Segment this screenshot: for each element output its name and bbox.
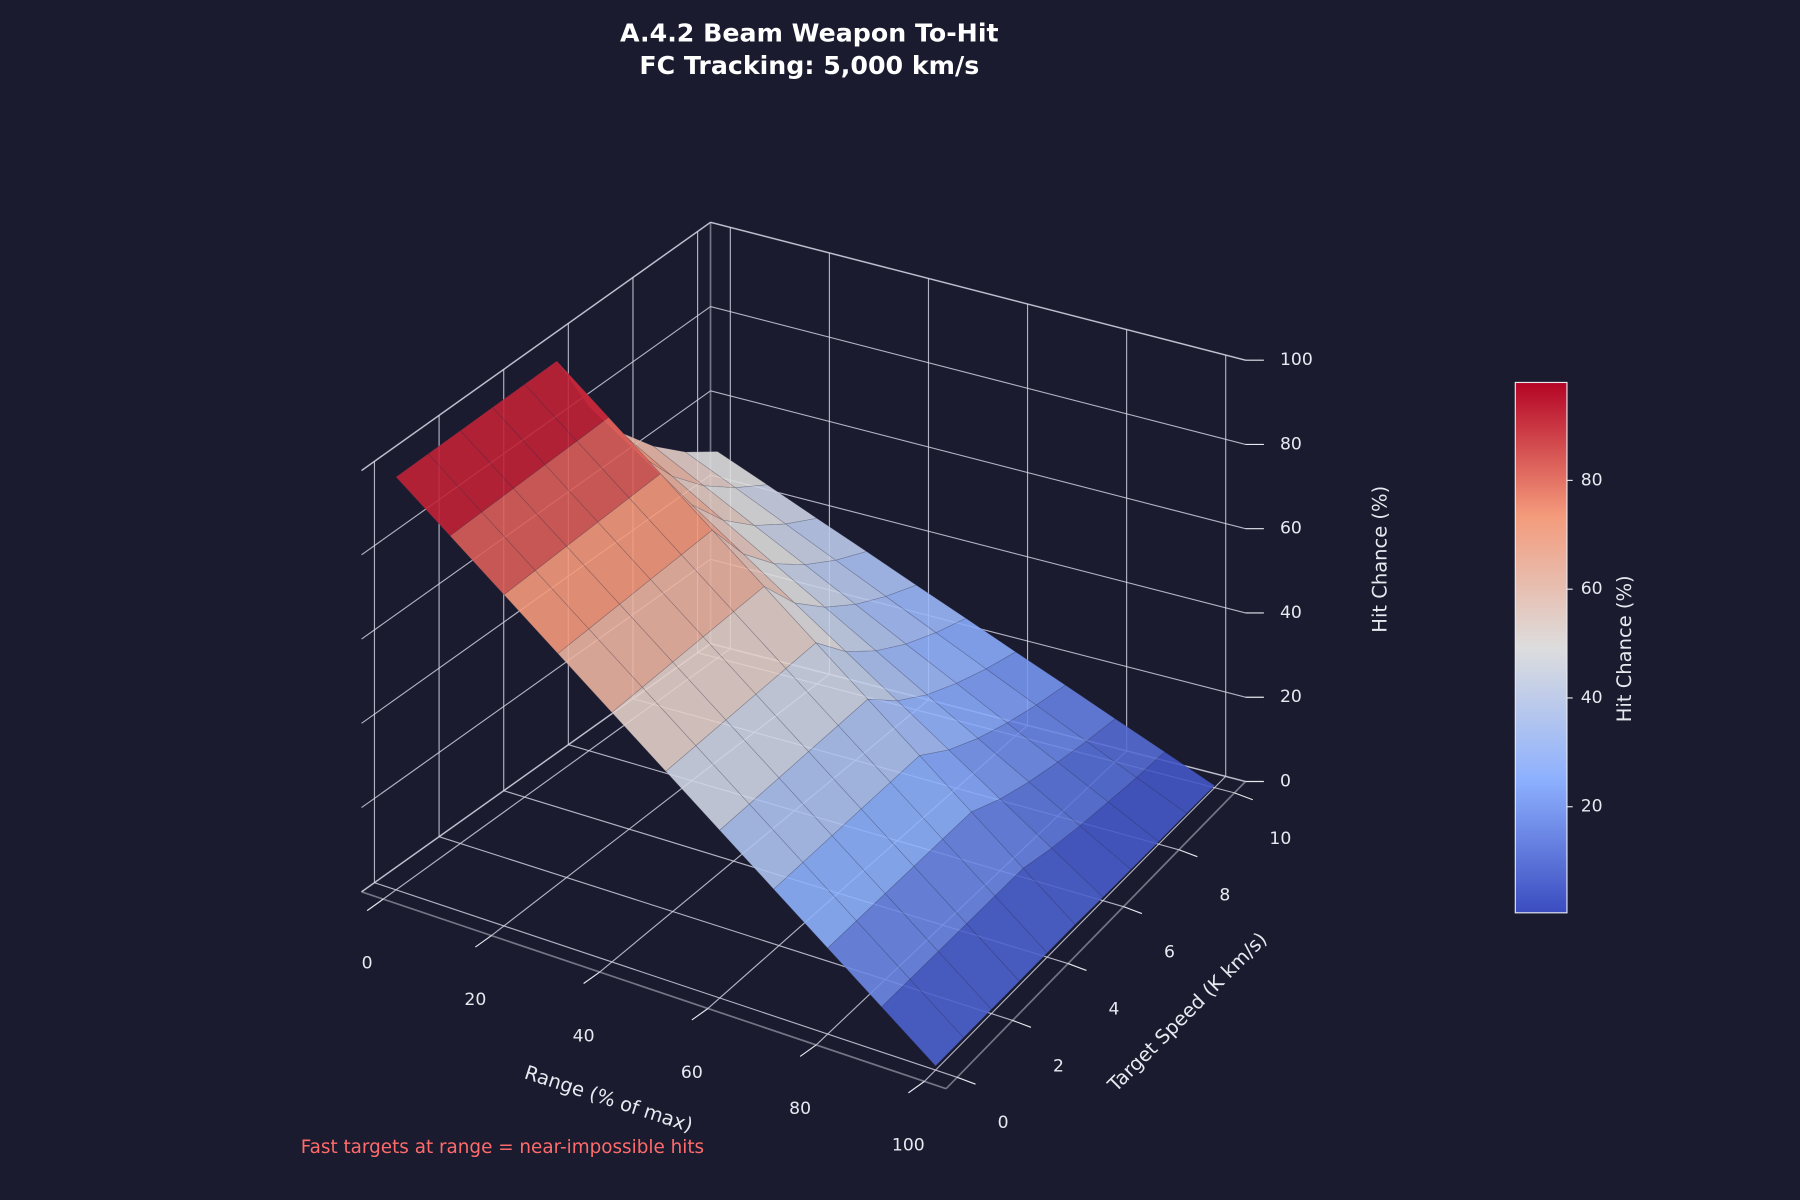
y-tick [1012,1019,1032,1028]
x-tick-label: 40 [573,1026,595,1046]
colorbar: 20 40 60 80 [1514,381,1603,914]
y-tick [1178,849,1198,858]
surface [395,360,1216,1067]
z-tick-label: 20 [1280,687,1302,707]
surface-cell [1107,777,1188,843]
surface-cell [881,978,964,1067]
y-tick [1067,962,1087,971]
z-tick-label: 80 [1280,434,1302,454]
colorbar-label: Hit Chance (%) [1613,575,1636,722]
grid-line [710,305,1246,446]
x-tick [908,1080,925,1094]
grid-line [361,221,711,472]
x-tick-label: 20 [464,990,486,1010]
chart-subtitle: FC Tracking: 5,000 km/s [639,51,979,80]
surface-cell [1022,847,1104,926]
z-tick-label: 0 [1280,772,1291,792]
x-tick-label: 80 [789,1099,811,1119]
colorbar-tick-label: 80 [1581,470,1603,490]
x-tick-label: 0 [362,953,373,973]
x-tick [366,898,384,912]
grid-line [374,882,958,1078]
colorbar-scale [1514,381,1568,914]
x-tick [583,971,601,984]
surface-cell [1135,751,1216,814]
z-axis-label: Hit Chance (%) [1368,486,1391,633]
y-tick-label: 6 [1164,943,1175,963]
z-tick-label: 60 [1280,519,1302,539]
x-tick [475,935,492,948]
surface-cell [1051,825,1132,898]
chart-title: A.4.2 Beam Weapon To-Hit [620,19,998,48]
grid-line [924,775,1227,1082]
z-tick-label: 100 [1280,350,1313,370]
x-tick [691,1008,709,1021]
grid-line [710,221,1246,361]
colorbar-tick-label: 40 [1581,688,1603,708]
y-tick [1234,792,1253,801]
x-tick-label: 100 [892,1136,925,1156]
y-tick [1123,906,1143,915]
colorbar-tick-label: 20 [1581,797,1603,817]
y-tick-label: 2 [1053,1056,1064,1076]
box-edge [945,780,1247,1090]
colorbar-tick-label: 60 [1581,579,1603,599]
box-edge [361,891,947,1090]
grid-line [710,390,1246,530]
y-tick-label: 0 [998,1113,1009,1133]
grid-line [710,474,1246,614]
x-tick [799,1044,817,1057]
y-tick-label: 8 [1219,886,1230,906]
annotation: Fast targets at range = near-impossible … [301,1137,704,1158]
y-tick-label: 10 [1269,829,1291,849]
y-tick-label: 4 [1109,999,1120,1019]
x-tick-label: 60 [681,1063,703,1083]
y-tick [956,1076,976,1085]
z-tick-label: 40 [1280,603,1302,623]
